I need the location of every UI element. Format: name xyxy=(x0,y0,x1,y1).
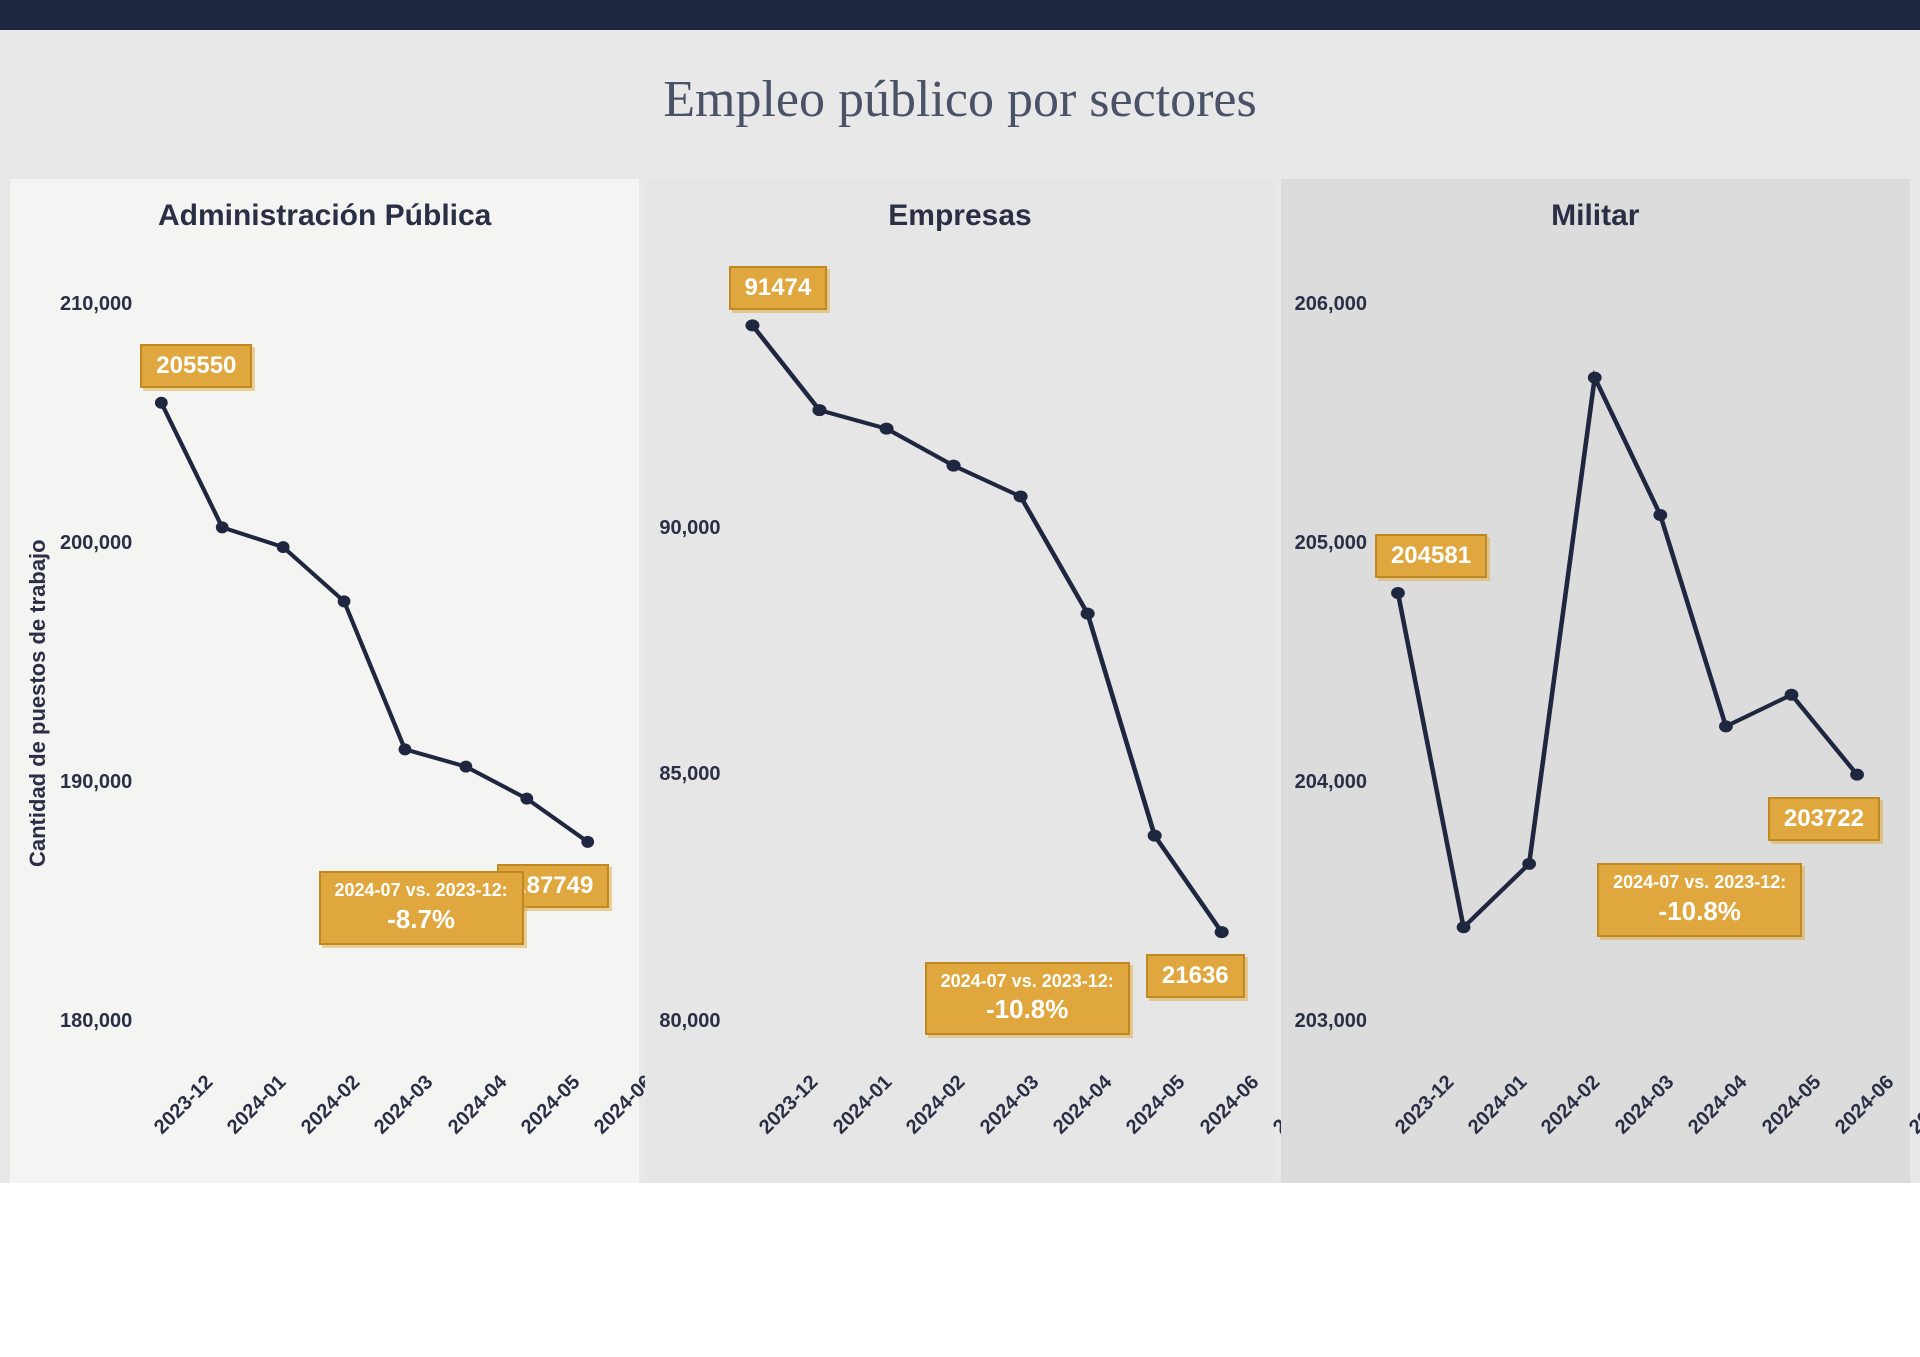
chart-body: Cantidad de puestos de trabajo210,000 200… xyxy=(20,253,629,1153)
main-container: Empleo público por sectores Administraci… xyxy=(0,30,1920,1183)
charts-row: Administración Pública Cantidad de puesto… xyxy=(0,179,1920,1183)
callout-start-value: 205550 xyxy=(140,344,252,388)
chart-title: Administración Pública xyxy=(20,199,629,233)
y-tick-label: 203,000 xyxy=(1295,1010,1367,1033)
chart-panel-1: Empresas 90,000 85,000 80,000 91474 21636 2024… xyxy=(645,179,1274,1183)
y-tick-label: 204,000 xyxy=(1295,771,1367,794)
data-marker xyxy=(1785,689,1799,701)
data-marker xyxy=(946,460,960,472)
data-marker xyxy=(1391,587,1405,599)
data-marker xyxy=(1147,830,1161,842)
data-marker xyxy=(155,397,168,409)
y-tick-label: 85,000 xyxy=(659,763,720,786)
callout-delta-value: -10.8% xyxy=(1613,895,1786,929)
y-tick-label: 190,000 xyxy=(60,771,132,794)
data-marker xyxy=(1850,769,1864,781)
data-marker xyxy=(745,319,759,331)
callout-delta-value: -8.7% xyxy=(335,903,508,937)
callout-delta: 2024-07 vs. 2023-12: -8.7% xyxy=(319,871,524,944)
data-marker xyxy=(1719,720,1733,732)
y-tick-label: 90,000 xyxy=(659,517,720,540)
callout-start-value: 91474 xyxy=(729,266,828,310)
data-line xyxy=(162,403,588,842)
chart-title: Empresas xyxy=(655,199,1264,233)
data-marker xyxy=(1653,509,1667,521)
y-tick-label: 205,000 xyxy=(1295,532,1367,555)
plot-area: 91474216362024-07 vs. 2023-12:-10.8% xyxy=(729,293,1245,1033)
data-marker xyxy=(1588,372,1602,384)
data-marker xyxy=(879,423,893,435)
y-ticks: 206,000 205,000 204,000 203,000 xyxy=(1291,253,1375,1153)
callout-delta-period: 2024-07 vs. 2023-12: xyxy=(335,880,508,900)
y-tick-label: 80,000 xyxy=(659,1010,720,1033)
callout-delta-value: -10.8% xyxy=(941,993,1114,1027)
data-marker xyxy=(1214,926,1228,938)
line-chart-svg xyxy=(729,293,1245,1033)
data-marker xyxy=(582,836,595,848)
callout-end-value: 21636 xyxy=(1146,954,1245,998)
callout-start-value: 204581 xyxy=(1375,534,1487,578)
y-tick-label: 210,000 xyxy=(60,293,132,316)
callout-delta: 2024-07 vs. 2023-12: -10.8% xyxy=(1597,863,1802,936)
page-title: Empleo público por sectores xyxy=(0,30,1920,179)
data-marker xyxy=(1080,608,1094,620)
callout-delta-period: 2024-07 vs. 2023-12: xyxy=(941,971,1114,991)
data-marker xyxy=(1522,858,1536,870)
x-ticks: 2023-122024-012024-022024-032024-042024-… xyxy=(10,1073,619,1183)
data-marker xyxy=(521,793,534,805)
data-line xyxy=(1398,378,1857,928)
top-bar xyxy=(0,0,1920,30)
chart-body: 206,000 205,000 204,000 203,000 204581 203722… xyxy=(1291,253,1900,1153)
chart-title: Militar xyxy=(1291,199,1900,233)
chart-body: 90,000 85,000 80,000 91474 21636 2024-07 vs. … xyxy=(655,253,1264,1153)
callout-delta-period: 2024-07 vs. 2023-12: xyxy=(1613,872,1786,892)
plot-area: 2055501877492024-07 vs. 2023-12:-8.7% xyxy=(140,293,609,1033)
x-ticks: 2023-122024-012024-022024-032024-042024-… xyxy=(1281,1073,1890,1183)
data-marker xyxy=(277,541,290,553)
x-ticks: 2023-122024-012024-022024-032024-042024-… xyxy=(645,1073,1254,1183)
chart-panel-0: Administración Pública Cantidad de puesto… xyxy=(10,179,639,1183)
callout-end-value: 203722 xyxy=(1768,797,1880,841)
data-marker xyxy=(812,404,826,416)
data-marker xyxy=(1013,491,1027,503)
data-marker xyxy=(399,743,412,755)
data-marker xyxy=(460,761,473,773)
y-axis-label: Cantidad de puestos de trabajo xyxy=(20,253,56,1153)
data-line xyxy=(752,325,1221,932)
callout-delta: 2024-07 vs. 2023-12:-10.8% xyxy=(925,962,1130,1035)
data-marker xyxy=(1457,921,1471,933)
y-ticks: 210,000 200,000 190,000 180,000 xyxy=(56,253,140,1153)
data-marker xyxy=(216,521,229,533)
y-tick-label: 200,000 xyxy=(60,532,132,555)
chart-panel-2: Militar 206,000 205,000 204,000 203,000 20458… xyxy=(1281,179,1910,1183)
y-tick-label: 206,000 xyxy=(1295,293,1367,316)
y-ticks: 90,000 85,000 80,000 xyxy=(655,253,728,1153)
y-tick-label: 180,000 xyxy=(60,1010,132,1033)
plot-area: 204581 203722 2024-07 vs. 2023-12: -10.8% xyxy=(1375,293,1880,1033)
data-marker xyxy=(338,595,351,607)
